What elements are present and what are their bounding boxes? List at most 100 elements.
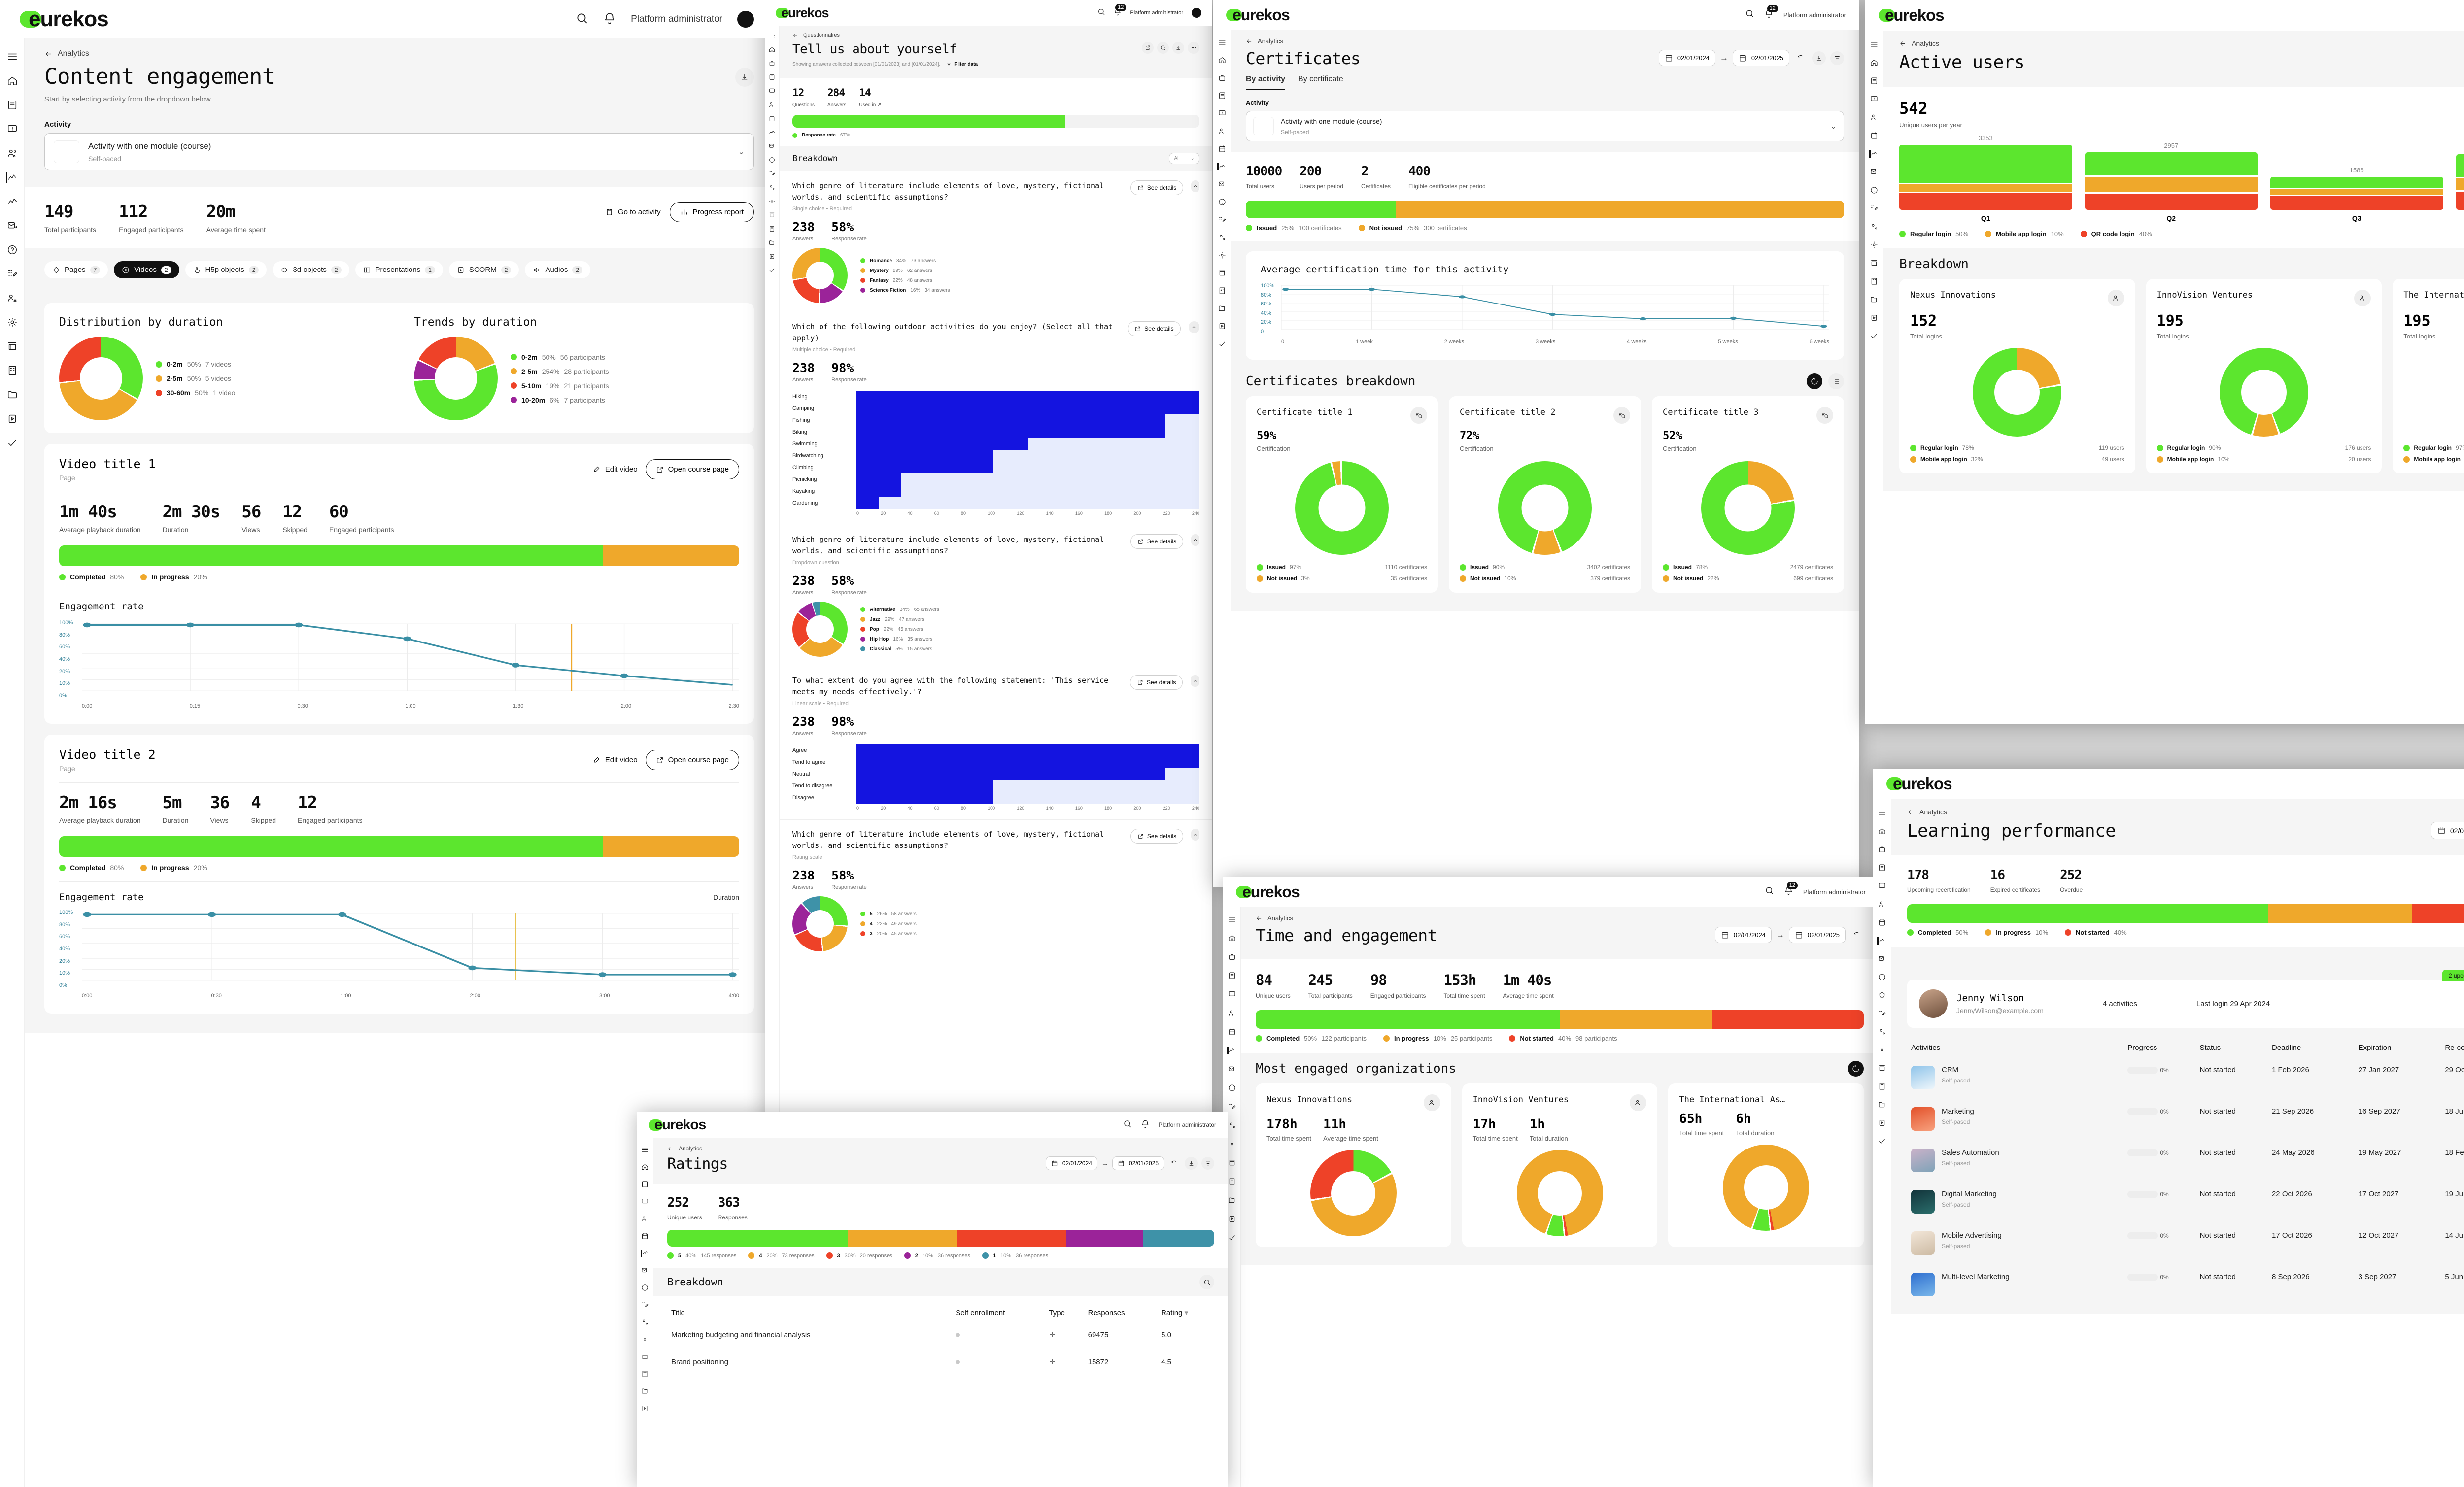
store-icon[interactable] (769, 212, 775, 218)
tab-by-certificate[interactable]: By certificate (1298, 75, 1343, 83)
tasks-icon[interactable] (1878, 1137, 1886, 1145)
search-icon[interactable] (1097, 8, 1105, 18)
users-icon[interactable] (1228, 1009, 1236, 1017)
users-icon[interactable] (2107, 290, 2124, 306)
help-icon[interactable] (769, 157, 775, 163)
details-icon[interactable] (1410, 407, 1427, 424)
user-settings-icon[interactable] (1870, 223, 1878, 231)
download-icon[interactable] (1185, 1157, 1198, 1170)
more-options-icon[interactable] (1188, 42, 1199, 54)
organizations-icon[interactable] (1878, 1082, 1886, 1090)
kpi-used-in[interactable]: 14 Used in ↗ (859, 87, 881, 108)
window-content-engagement[interactable]: eurekos Platform administrator (0, 0, 774, 1487)
settings-icon[interactable] (1870, 241, 1878, 249)
announcements-icon[interactable] (641, 1198, 649, 1205)
search-icon[interactable] (1157, 42, 1169, 54)
app-logo[interactable]: eurekos (20, 7, 109, 32)
donut-view-toggle[interactable] (1848, 1061, 1864, 1077)
sort-desc-icon[interactable]: ▾ (1184, 1309, 1189, 1317)
menu-icon[interactable] (1228, 915, 1236, 923)
home-icon[interactable] (1870, 59, 1878, 67)
settings-icon[interactable] (1228, 1140, 1236, 1148)
refresh-icon[interactable] (1168, 1157, 1181, 1170)
content-type-chips[interactable]: Pages 7 Videos 2 H5p objects 2 3d objects 2 … (25, 248, 774, 291)
users-icon[interactable] (1870, 113, 1878, 121)
filter-data-button[interactable]: Filter data (946, 62, 978, 67)
breakdown-filter-select[interactable]: All ⌄ (1169, 153, 1199, 164)
help-icon[interactable] (641, 1284, 649, 1291)
external-link-icon[interactable] (1142, 42, 1154, 54)
breadcrumb[interactable]: Questionnaires (792, 33, 1199, 38)
announcements-icon[interactable] (1870, 95, 1878, 103)
catalog-icon[interactable] (1870, 77, 1878, 85)
menu-icon[interactable] (7, 51, 18, 62)
filter-icon[interactable] (1830, 51, 1844, 65)
menu-icon[interactable] (1878, 809, 1886, 817)
org-card-3[interactable]: The International Association for the… 1… (2393, 279, 2464, 473)
app-logo[interactable]: eurekos (776, 5, 829, 21)
menu-icon[interactable] (1218, 38, 1226, 46)
avatar[interactable] (737, 11, 754, 28)
search-icon[interactable] (1765, 886, 1774, 898)
breadcrumb[interactable]: Analytics (1256, 914, 1864, 922)
store-icon[interactable] (641, 1353, 649, 1360)
chevron-up-icon[interactable] (1191, 534, 1199, 546)
users-icon[interactable] (1423, 1094, 1440, 1111)
catalog-icon[interactable] (769, 74, 775, 80)
settings-icon[interactable] (769, 198, 775, 204)
user-settings-icon[interactable] (7, 293, 18, 304)
settings-icon[interactable] (7, 317, 18, 328)
home-icon[interactable] (1878, 827, 1886, 835)
forms-icon[interactable] (1228, 1103, 1236, 1111)
folder-icon[interactable] (1218, 304, 1226, 312)
chevron-down-icon[interactable]: ⌄ (738, 148, 745, 156)
briefcase-icon[interactable] (1218, 74, 1226, 82)
announcements-icon[interactable] (1218, 109, 1226, 117)
settings-icon[interactable] (1878, 1046, 1886, 1054)
tab-by-activity[interactable]: By activity (1246, 75, 1286, 90)
mail-icon[interactable] (769, 143, 775, 149)
users-icon[interactable] (2354, 290, 2371, 306)
date-to-input[interactable]: 02/01/2025 (1732, 50, 1789, 66)
home-icon[interactable] (769, 46, 775, 53)
edit-video-button[interactable]: Edit video (592, 756, 638, 764)
date-from-input[interactable]: 02/01/2024 (1658, 50, 1715, 66)
settings-icon[interactable] (1218, 251, 1226, 259)
chevron-down-icon[interactable]: ⌄ (1830, 122, 1837, 131)
breadcrumb[interactable]: Analytics (1246, 37, 1844, 45)
chevron-up-icon[interactable] (1188, 321, 1199, 333)
sidebar-rail[interactable] (1873, 799, 1891, 1487)
window-certificates[interactable]: eurekos 12 Platform administrator (1213, 0, 1859, 887)
breadcrumb[interactable]: Analytics (44, 49, 754, 58)
media-icon[interactable] (1218, 322, 1226, 330)
mail-icon[interactable] (641, 1267, 649, 1274)
calendar-icon[interactable] (1878, 918, 1886, 926)
user-settings-icon[interactable] (1228, 1121, 1236, 1129)
chip-videos[interactable]: Videos 2 (114, 261, 179, 278)
org-card-1[interactable]: Nexus Innovations 152 Total logins Regul… (1899, 279, 2135, 473)
filter-icon[interactable] (1201, 1157, 1214, 1170)
certificate-card-3[interactable]: Certificate title 3 52% Certification Is… (1652, 396, 1844, 593)
forms-icon[interactable] (1218, 216, 1226, 224)
users-icon[interactable] (641, 1215, 649, 1222)
notifications-icon[interactable] (1141, 1119, 1150, 1131)
app-logo[interactable]: eurekos (1226, 6, 1290, 24)
catalog-icon[interactable] (1228, 972, 1236, 980)
breadcrumb[interactable]: Analytics (667, 1145, 1214, 1152)
see-details-button[interactable]: See details (1130, 675, 1183, 690)
mail-icon[interactable] (1878, 955, 1886, 963)
users-icon[interactable] (769, 101, 775, 108)
forms-icon[interactable] (1870, 204, 1878, 212)
app-logo[interactable]: eurekos (1879, 6, 1945, 25)
users-icon[interactable] (7, 148, 18, 159)
folder-icon[interactable] (7, 389, 18, 400)
home-icon[interactable] (641, 1163, 649, 1171)
progress-report-button[interactable]: Progress report (669, 202, 754, 222)
refresh-icon[interactable] (1850, 928, 1864, 942)
organizations-icon[interactable] (7, 365, 18, 376)
chip-pages[interactable]: Pages 7 (44, 261, 108, 278)
store-icon[interactable] (7, 341, 18, 352)
users-icon[interactable] (1218, 127, 1226, 135)
search-icon[interactable] (1199, 1275, 1214, 1289)
sidebar-rail[interactable] (1213, 30, 1231, 887)
